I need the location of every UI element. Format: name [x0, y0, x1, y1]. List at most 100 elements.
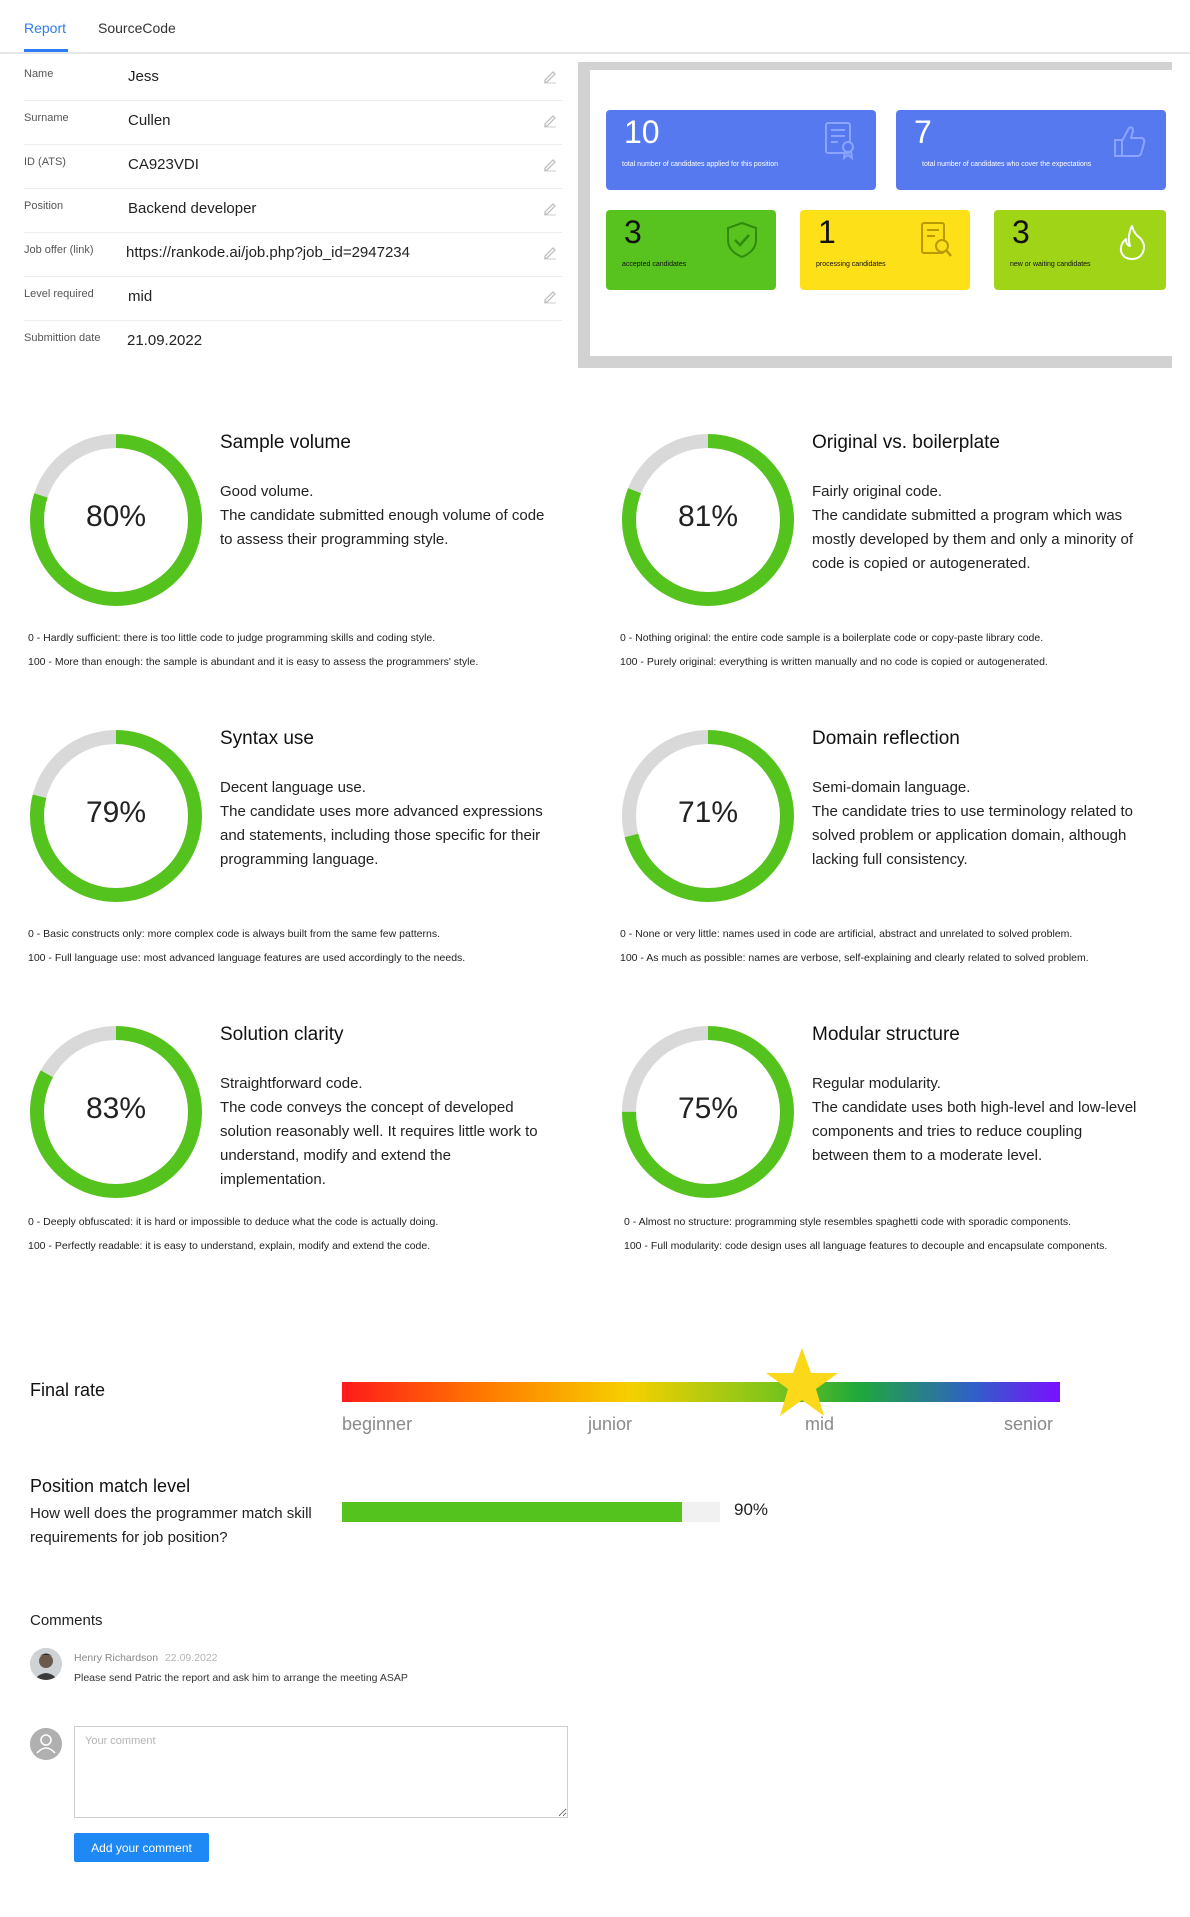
- metric-desc-heading: Semi-domain language.: [812, 779, 971, 796]
- metric-legend: 0 - Deeply obfuscated: it is hard or imp…: [28, 1210, 588, 1258]
- legend-min: 0 - Deeply obfuscated: it is hard or imp…: [28, 1216, 439, 1228]
- metric-solution-clarity: 83% Solution clarity Straightforward cod…: [28, 1024, 588, 1284]
- stat-number: 7: [914, 114, 932, 150]
- pencil-icon[interactable]: [542, 112, 558, 128]
- level-label-junior: junior: [588, 1414, 633, 1434]
- stat-card-accepted[interactable]: 3 accepted candidates: [606, 210, 776, 290]
- metric-title: Syntax use: [220, 728, 314, 749]
- active-tab-indicator: [24, 49, 68, 52]
- legend-min: 0 - Basic constructs only: more complex …: [28, 928, 440, 940]
- metric-title: Sample volume: [220, 432, 351, 453]
- comment-text: Please send Patric the report and ask hi…: [74, 1672, 408, 1684]
- match-progress-track: [342, 1502, 720, 1522]
- pencil-icon[interactable]: [542, 156, 558, 172]
- stat-number: 3: [1012, 214, 1030, 250]
- legend-max: 100 - More than enough: the sample is ab…: [28, 656, 479, 668]
- info-value: mid: [128, 288, 153, 305]
- info-label: Surname: [24, 112, 69, 124]
- stat-caption: total number of candidates who cover the…: [922, 161, 1092, 168]
- legend-max: 100 - Full language use: most advanced l…: [28, 952, 466, 964]
- gauge-percent: 71%: [677, 796, 739, 829]
- stat-card-new-waiting[interactable]: 3 new or waiting candidates: [994, 210, 1166, 290]
- gauge-chart: [30, 434, 202, 606]
- metric-desc-heading: Fairly original code.: [812, 483, 943, 500]
- pencil-icon[interactable]: [542, 244, 558, 260]
- gauge-percent: 75%: [677, 1092, 739, 1125]
- stat-card-processing[interactable]: 1 processing candidates: [800, 210, 970, 290]
- pencil-icon[interactable]: [542, 68, 558, 84]
- metric-domain-reflection: 71% Domain reflection Semi-domain langua…: [620, 728, 1180, 988]
- user-icon: [30, 1728, 62, 1760]
- metric-title: Domain reflection: [812, 728, 960, 749]
- gauge-percent: 81%: [677, 500, 739, 533]
- info-row-submission-date: Submittion date 21.09.2022: [24, 320, 562, 364]
- user-photo-icon: [30, 1648, 62, 1680]
- tab-report[interactable]: Report: [24, 20, 67, 36]
- match-progress-fill: [342, 1502, 683, 1522]
- metric-desc-heading: Straightforward code.: [220, 1075, 363, 1092]
- metric-legend: 0 - Basic constructs only: more complex …: [28, 922, 588, 970]
- metric-syntax-use: 79% Syntax use Decent language use. The …: [28, 728, 588, 988]
- gauge-arc: [30, 434, 202, 606]
- metric-description: Fairly original code. The candidate subm…: [812, 480, 1142, 576]
- gauge-chart: [30, 730, 202, 902]
- legend-min: 0 - Hardly sufficient: there is too litt…: [28, 632, 436, 644]
- job-offer-link[interactable]: https://rankode.ai/job.php?job_id=294723…: [126, 244, 410, 261]
- gauge-percent: 83%: [85, 1092, 147, 1125]
- metric-desc-body: The candidate uses both high-level and l…: [812, 1099, 1137, 1164]
- document-search-icon: [921, 222, 952, 257]
- gauge-percent: 79%: [85, 796, 147, 829]
- legend-max: 100 - Full modularity: code design uses …: [624, 1240, 1108, 1252]
- metric-legend: 0 - Almost no structure: programming sty…: [624, 1210, 1154, 1258]
- metric-sample-volume: 80% Sample volume Good volume. The candi…: [28, 432, 588, 692]
- avatar: [30, 1728, 62, 1760]
- info-label: Level required: [24, 288, 94, 300]
- position-match-question: How well does the programmer match skill…: [30, 1505, 312, 1546]
- level-scale-bar: [342, 1382, 1060, 1402]
- final-rate-label: Final rate: [30, 1380, 106, 1400]
- stat-card-expectations[interactable]: 7 total number of candidates who cover t…: [896, 110, 1166, 190]
- info-row-position: Position Backend developer: [24, 188, 562, 233]
- metric-original-vs-boilerplate: 81% Original vs. boilerplate Fairly orig…: [620, 432, 1180, 692]
- metric-legend: 0 - Nothing original: the entire code sa…: [620, 626, 1180, 674]
- stats-panel: 10 total number of candidates applied fo…: [578, 62, 1172, 368]
- metric-desc-heading: Good volume.: [220, 483, 314, 500]
- stat-number: 10: [624, 114, 660, 150]
- comment-meta: Henry Richardson 22.09.2022: [74, 1652, 218, 1664]
- shield-check-icon: [727, 221, 757, 259]
- metric-legend: 0 - Hardly sufficient: there is too litt…: [28, 626, 588, 674]
- match-percent: 90%: [734, 1500, 769, 1519]
- gauge-arc: [622, 1026, 794, 1198]
- comment-author: Henry Richardson: [74, 1652, 159, 1664]
- metric-desc-body: The code conveys the concept of develope…: [220, 1099, 538, 1188]
- stat-card-applied[interactable]: 10 total number of candidates applied fo…: [606, 110, 876, 190]
- metric-title: Original vs. boilerplate: [812, 432, 1000, 453]
- pencil-icon[interactable]: [542, 200, 558, 216]
- metric-desc-heading: Regular modularity.: [812, 1075, 941, 1092]
- stat-caption: processing candidates: [816, 261, 886, 268]
- level-label-mid: mid: [805, 1414, 835, 1434]
- stat-caption: accepted candidates: [622, 261, 687, 268]
- gauge-arc: [30, 730, 202, 902]
- tab-sourcecode[interactable]: SourceCode: [98, 20, 176, 36]
- info-row-id: ID (ATS) CA923VDI: [24, 144, 562, 189]
- gauge-chart: [622, 1026, 794, 1198]
- tab-bar: Report SourceCode: [0, 0, 1190, 54]
- legend-min: 0 - None or very little: names used in c…: [620, 928, 1073, 940]
- comments-title: Comments: [30, 1612, 103, 1629]
- add-comment-button[interactable]: Add your comment: [74, 1833, 209, 1862]
- thumbs-up-icon: [1114, 126, 1146, 157]
- info-row-surname: Surname Cullen: [24, 100, 562, 145]
- metric-desc-body: The candidate uses more advanced express…: [220, 803, 543, 868]
- gauge-arc: [622, 730, 794, 902]
- metric-description: Semi-domain language. The candidate trie…: [812, 776, 1142, 872]
- legend-max: 100 - Perfectly readable: it is easy to …: [28, 1240, 431, 1252]
- info-value: Backend developer: [128, 200, 257, 217]
- comment-input[interactable]: [74, 1726, 568, 1818]
- info-label: Submittion date: [24, 332, 101, 344]
- certificate-icon: [825, 122, 854, 160]
- metric-desc-body: The candidate submitted enough volume of…: [220, 507, 545, 548]
- pencil-icon[interactable]: [542, 288, 558, 304]
- info-value: Jess: [128, 68, 159, 85]
- metric-title: Solution clarity: [220, 1024, 344, 1045]
